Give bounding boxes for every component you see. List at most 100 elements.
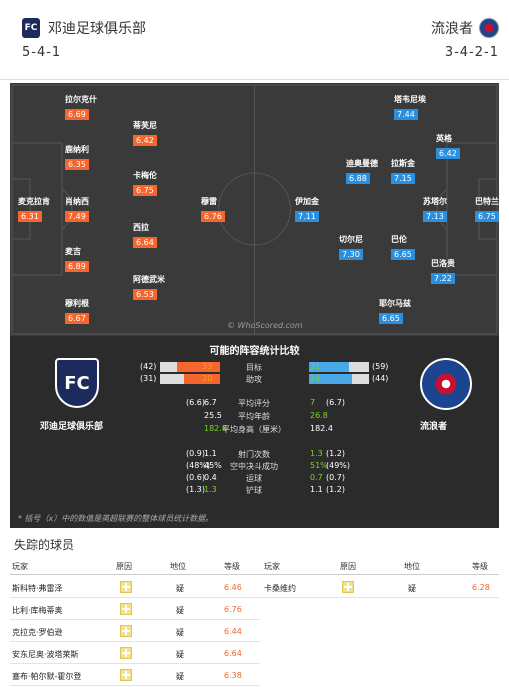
away-team[interactable]: 流浪者	[431, 18, 499, 38]
away-stat-value: 0.7	[310, 473, 323, 482]
home-player[interactable]: 麦克拉肯 6.31	[18, 196, 50, 222]
player-name: 麦克拉肯	[18, 197, 50, 206]
injury-icon	[120, 647, 132, 659]
player-name: 巴伦	[391, 235, 407, 244]
away-crest-icon	[479, 18, 499, 38]
away-stat-value: 1.3	[310, 449, 323, 458]
home-club-label: 邓迪足球俱乐部	[40, 422, 104, 432]
player-status: 疑	[408, 584, 416, 593]
player-rating: 6.42	[133, 135, 157, 146]
home-pre-value: (31)	[140, 374, 157, 383]
away-player[interactable]: 伊加金 7.11	[295, 196, 319, 222]
player-name[interactable]: 克拉克·罗伯逊	[12, 628, 63, 637]
col-rating: 等级	[472, 562, 488, 571]
home-team-name[interactable]: 邓迪足球俱乐部	[48, 21, 146, 37]
away-player[interactable]: 迪奥曼德 6.88	[346, 158, 378, 184]
player-name: 卡梅伦	[133, 171, 157, 180]
watermark: © WhoScored.com	[227, 321, 303, 330]
home-player[interactable]: 鹿纳利 6.35	[65, 144, 89, 170]
home-bar-fill	[176, 362, 220, 372]
home-crest-icon: FC	[22, 18, 40, 38]
player-name[interactable]: 卡桑维约	[264, 584, 296, 593]
home-stat-value: 182.6	[204, 424, 227, 433]
home-pre-value: (6.6)	[186, 398, 205, 407]
player-rating: 6.69	[65, 109, 89, 120]
home-stat-value: 6.7	[204, 398, 217, 407]
player-rating: 6.46	[224, 583, 242, 592]
home-player[interactable]: 拉尔克什 6.69	[65, 94, 97, 120]
injury-icon	[120, 625, 132, 637]
comparison-panel: 可能的阵容统计比较 FC 邓迪足球俱乐部 流浪者 (42) 33 目标 31 (59) (…	[10, 336, 499, 528]
player-name[interactable]: 比利·库梅蒂奥	[12, 606, 63, 615]
home-player[interactable]: 西拉 6.64	[133, 222, 157, 248]
away-stat-value: 1.1	[310, 485, 323, 494]
player-rating: 6.75	[133, 185, 157, 196]
stat-label: 运球	[246, 474, 262, 483]
player-rating: 7.15	[391, 173, 415, 184]
away-player[interactable]: 拉斯金 7.15	[391, 158, 415, 184]
away-formation: 3-4-2-1	[444, 45, 499, 60]
away-player[interactable]: 巴特兰 6.75	[475, 196, 499, 222]
home-player[interactable]: 肖纳西 7.49	[65, 196, 89, 222]
player-name: 苏塔尔	[423, 197, 447, 206]
home-player[interactable]: 卡梅伦 6.75	[133, 170, 157, 196]
home-player[interactable]: 蒂芙尼 6.42	[133, 120, 157, 146]
away-post-value: (59)	[372, 362, 389, 371]
player-status: 疑	[176, 650, 184, 659]
player-name[interactable]: 安东尼奥·波塔莱斯	[12, 650, 79, 659]
away-team-name[interactable]: 流浪者	[431, 21, 473, 37]
home-team[interactable]: FC 邓迪足球俱乐部	[22, 18, 146, 38]
home-stat-value: 45%	[204, 461, 222, 470]
away-player[interactable]: 塔韦尼埃 7.44	[394, 94, 426, 120]
player-name[interactable]: 斯科特·弗雷泽	[12, 584, 63, 593]
away-post-value: (44)	[372, 374, 389, 383]
home-formation: 5-4-1	[22, 45, 62, 60]
table-header: 玩家 原因 地位 等级	[260, 555, 499, 575]
player-name: 肖纳西	[65, 197, 89, 206]
player-rating: 7.22	[431, 273, 455, 284]
player-name: 穆雷	[201, 197, 217, 206]
bar-label: 目标	[246, 363, 262, 372]
table-row[interactable]: 比利·库梅蒂奥 疑 6.76	[10, 598, 260, 620]
away-player[interactable]: 切尔尼 7.30	[339, 234, 363, 260]
match-header: FC 邓迪足球俱乐部 流浪者 5-4-1 3-4-2-1	[0, 0, 509, 80]
table-row[interactable]: 克拉克·罗伯逊 疑 6.44	[10, 620, 260, 642]
away-player[interactable]: 英格 6.42	[436, 133, 460, 159]
home-bar-fill	[184, 374, 220, 384]
player-name: 塔韦尼埃	[394, 95, 426, 104]
home-player[interactable]: 阿德武米 6.53	[133, 274, 165, 300]
table-row[interactable]: 安东尼奥·波塔莱斯 疑 6.64	[10, 642, 260, 664]
home-player[interactable]: 穆利根 6.67	[65, 298, 89, 324]
away-bar-value: 31	[310, 362, 321, 371]
comparison-title: 可能的阵容统计比较	[209, 346, 300, 357]
player-name[interactable]: 塞布·帕尔默-霍尔登	[12, 672, 82, 681]
player-rating: 6.42	[436, 148, 460, 159]
table-row[interactable]: 斯科特·弗雷泽 疑 6.46	[10, 576, 260, 598]
stat-label: 空中决斗成功	[230, 462, 278, 471]
away-stat-value: 26.8	[310, 411, 328, 420]
player-rating: 6.28	[472, 583, 490, 592]
away-player[interactable]: 苏塔尔 7.13	[423, 196, 447, 222]
home-stat-value: 1.3	[204, 485, 217, 494]
away-player[interactable]: 耶尔马兹 6.65	[379, 298, 411, 324]
home-pre-value: (42)	[140, 362, 157, 371]
table-row[interactable]: 塞布·帕尔默-霍尔登 疑 6.38	[10, 664, 260, 686]
table-row[interactable]: 卡桑维约 疑 6.28	[260, 576, 499, 598]
col-player: 玩家	[264, 562, 280, 571]
home-stat-value: 1.1	[204, 449, 217, 458]
home-player[interactable]: 麦吉 6.89	[65, 246, 89, 272]
pitch: 麦克拉肯 6.31 拉尔克什 6.69 鹿纳利 6.35 肖纳西 7.49 麦吉 6.89 穆利根 6…	[10, 83, 499, 336]
away-player[interactable]: 巴洛贵 7.22	[431, 258, 455, 284]
away-player[interactable]: 巴伦 6.65	[391, 234, 415, 260]
player-rating: 6.64	[224, 649, 242, 658]
home-pre-value: (0.6)	[186, 473, 205, 482]
player-name: 巴洛贵	[431, 259, 455, 268]
home-player[interactable]: 穆雷 6.76	[201, 196, 225, 222]
home-badge-icon: FC	[55, 358, 99, 408]
player-rating: 6.31	[18, 211, 42, 222]
col-rating: 等级	[224, 562, 240, 571]
home-pre-value: (48%)	[186, 461, 211, 470]
pitch-lines	[11, 84, 498, 335]
missing-players-title: 失踪的球员	[14, 538, 75, 552]
stat-label: 平均年龄	[238, 412, 270, 421]
